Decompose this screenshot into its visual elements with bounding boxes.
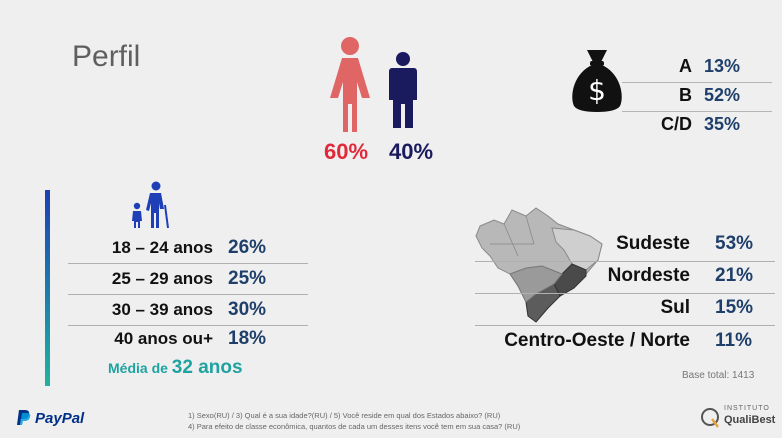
male-percentage: 40% — [389, 139, 434, 164]
age-row: 18 – 24 anos 26% — [68, 233, 308, 264]
footnote-line-2: 4) Para efeito de classe econômica, quan… — [188, 422, 521, 431]
base-total: Base total: 1413 — [682, 370, 755, 381]
class-label: B — [679, 85, 692, 105]
man-icon — [389, 52, 417, 128]
svg-text:$: $ — [588, 74, 606, 107]
class-value: 13% — [704, 56, 741, 76]
paypal-p-icon — [17, 410, 31, 425]
age-value: 30% — [228, 299, 267, 320]
region-value: 53% — [715, 233, 754, 254]
institute-name: QualiBest — [724, 414, 776, 426]
region-value: 11% — [715, 330, 752, 351]
family-age-icon — [132, 181, 169, 229]
class-value: 52% — [704, 85, 741, 105]
average-value: 32 anos — [171, 357, 243, 378]
class-label: A — [679, 56, 692, 76]
woman-icon — [330, 37, 370, 132]
region-label: Nordeste — [607, 265, 690, 286]
region-row: Nordeste 21% — [475, 262, 775, 294]
paypal-text: PayPal — [35, 410, 85, 427]
average-age: Média de 32 anos — [108, 357, 243, 379]
gradient-bar — [45, 190, 50, 386]
region-label: Centro-Oeste / Norte — [504, 330, 690, 351]
class-row: A 13% — [622, 54, 772, 83]
region-label: Sul — [660, 297, 690, 318]
footnote-line-1: 1) Sexo(RU) / 3) Qual é a sua idade?(RU)… — [188, 411, 501, 420]
class-value: 35% — [704, 114, 741, 134]
age-label: 30 – 39 anos — [111, 300, 213, 319]
age-value: 26% — [228, 237, 267, 258]
money-bag-icon: $ — [572, 50, 622, 112]
age-row: 25 – 29 anos 25% — [68, 264, 308, 295]
region-row: Sul 15% — [475, 294, 775, 326]
region-label: Sudeste — [616, 233, 690, 254]
page-title: Perfil — [72, 40, 141, 73]
class-row: B 52% — [622, 83, 772, 112]
age-value: 25% — [228, 268, 267, 289]
qualibest-q-icon — [701, 408, 719, 428]
age-label: 40 anos ou+ — [114, 329, 213, 348]
institute-label: INSTITUTO — [724, 405, 770, 412]
age-row: 40 anos ou+ 18% — [68, 324, 308, 354]
class-row: C/D 35% — [622, 112, 772, 140]
age-label: 18 – 24 anos — [111, 238, 213, 257]
average-prefix: Média de — [108, 360, 168, 376]
age-row: 30 – 39 anos 30% — [68, 295, 308, 326]
region-row: Centro-Oeste / Norte 11% — [475, 327, 775, 358]
age-value: 18% — [228, 328, 267, 349]
region-value: 21% — [715, 265, 754, 286]
region-value: 15% — [715, 297, 754, 318]
class-label: C/D — [661, 114, 692, 134]
paypal-logo: PayPal — [16, 409, 84, 427]
region-row: Sudeste 53% — [475, 230, 775, 262]
female-percentage: 60% — [324, 139, 369, 164]
age-label: 25 – 29 anos — [111, 269, 213, 288]
